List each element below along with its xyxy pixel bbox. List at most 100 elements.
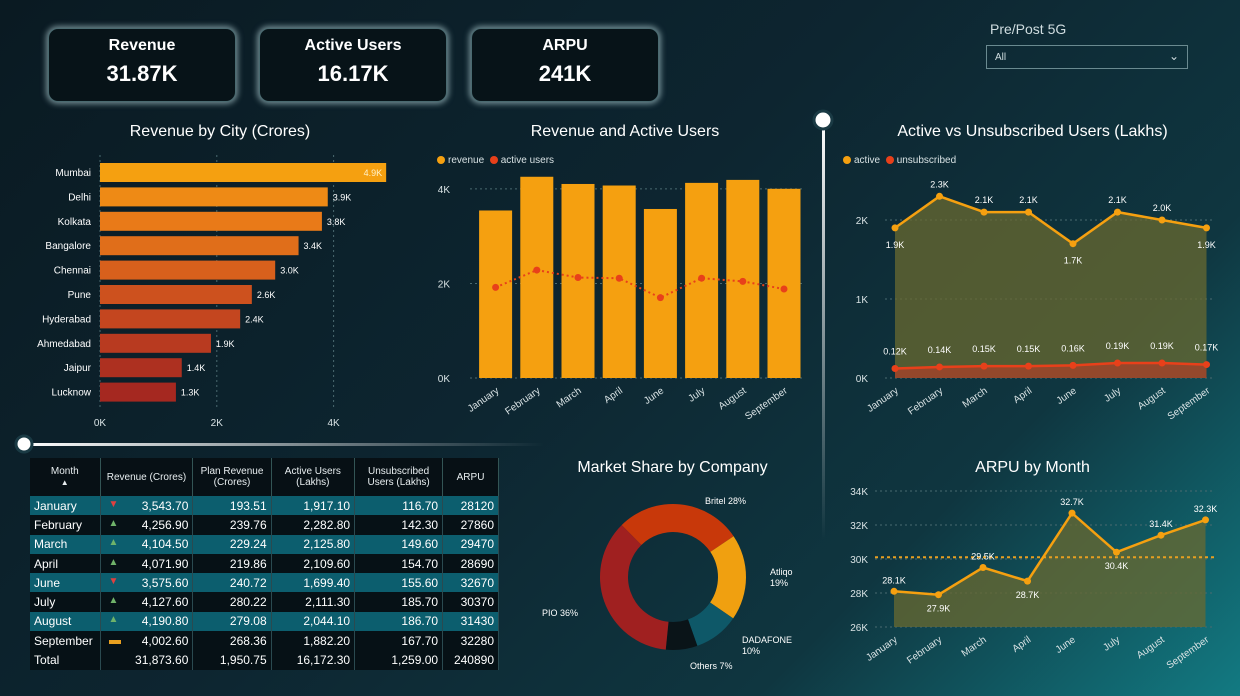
trend-up-icon: ▲ bbox=[108, 595, 119, 607]
cell-active-users: 2,044.10 bbox=[271, 611, 356, 632]
bar bbox=[100, 382, 176, 402]
donut-slice bbox=[688, 602, 734, 646]
data-label: 0.15K bbox=[1017, 344, 1041, 354]
data-label: 2.6K bbox=[257, 290, 276, 300]
cell-revenue: ▼ 3,543.70 bbox=[100, 496, 194, 516]
revenue-value: 4,190.80 bbox=[141, 614, 189, 629]
data-label: 0.12K bbox=[883, 347, 907, 357]
chevron-down-icon: ⌄ bbox=[1168, 49, 1179, 63]
column-header-month[interactable]: Month ▲ bbox=[30, 458, 101, 496]
revenue-value: 4,071.90 bbox=[141, 556, 189, 571]
kpi-title: Revenue bbox=[108, 37, 176, 54]
table-row[interactable]: August ▲ 4,190.80 279.08 2,044.10 186.70 31430 bbox=[30, 611, 499, 632]
data-point bbox=[615, 274, 623, 282]
data-point bbox=[891, 365, 899, 373]
cell-revenue: 4,002.60 bbox=[100, 631, 194, 651]
table-row[interactable]: February ▲ 4,256.90 239.76 2,282.80 142.30 278… bbox=[30, 515, 499, 535]
trend-up-icon: ▲ bbox=[108, 537, 119, 549]
x-tick-label: 4K bbox=[327, 418, 340, 429]
cell-plan-revenue: 229.24 bbox=[192, 534, 272, 554]
cell-arpu: 29470 bbox=[442, 534, 499, 554]
cell-plan-revenue: 1,950.75 bbox=[192, 650, 272, 670]
table-row[interactable]: September 4,002.60 268.36 1,882.20 167.70 322… bbox=[30, 631, 499, 651]
cell-revenue: ▲ 4,071.90 bbox=[100, 553, 194, 574]
data-label: 28.7K bbox=[1016, 590, 1040, 600]
pre-post-5g-dropdown[interactable]: All ⌄ bbox=[986, 45, 1188, 69]
bar bbox=[100, 309, 241, 329]
cell-revenue: ▲ 4,104.50 bbox=[100, 534, 194, 554]
bar bbox=[100, 285, 252, 304]
cell-active-users: 2,125.80 bbox=[271, 534, 356, 554]
column-header-revenue[interactable]: Revenue (Crores) bbox=[100, 458, 194, 496]
data-label: 2.1K bbox=[1019, 195, 1038, 205]
table-row[interactable]: July ▲ 4,127.60 280.22 2,111.30 185.70 30370 bbox=[30, 592, 499, 612]
column-header-plan-revenue[interactable]: Plan Revenue (Crores) bbox=[192, 458, 272, 496]
rev-users-chart-title: Revenue and Active Users bbox=[530, 123, 720, 140]
slice-label: Others 7% bbox=[690, 661, 733, 671]
column-header-active-users[interactable]: Active Users (Lakhs) bbox=[271, 458, 356, 496]
category-label: Chennai bbox=[54, 266, 91, 277]
data-label: 28.1K bbox=[882, 575, 906, 585]
cell-unsubscribed-users: 142.30 bbox=[354, 515, 444, 535]
data-label: 0.19K bbox=[1150, 341, 1174, 351]
kpi-value: 241K bbox=[538, 61, 592, 86]
data-point bbox=[1114, 359, 1121, 367]
cell-plan-revenue: 240.72 bbox=[192, 573, 272, 593]
legend-item[interactable]: active users bbox=[489, 155, 554, 166]
legend-item[interactable]: active bbox=[843, 155, 880, 166]
data-label: 0.15K bbox=[972, 344, 996, 354]
table-row[interactable]: March ▲ 4,104.50 229.24 2,125.80 149.60 29470 bbox=[30, 534, 499, 554]
bar bbox=[100, 358, 182, 378]
table-total-row: Total 31,873.60 1,950.75 16,172.30 1,259.00 2… bbox=[30, 650, 499, 670]
bar bbox=[100, 333, 211, 353]
table-row[interactable]: June ▼ 3,575.60 240.72 1,699.40 155.60 32670 bbox=[30, 573, 499, 593]
cell-revenue: ▲ 4,190.80 bbox=[100, 611, 194, 632]
category-label: Kolkata bbox=[58, 217, 92, 228]
donut-slice bbox=[710, 536, 746, 619]
kpi-card-active-users[interactable]: Active Users 16.17K bbox=[259, 28, 447, 102]
column-header-unsubscribed-users[interactable]: Unsubscribed Users (Lakhs) bbox=[354, 458, 444, 496]
data-label: 0.14K bbox=[928, 345, 952, 355]
category-label: Bangalore bbox=[45, 241, 91, 252]
column-header-arpu[interactable]: ARPU bbox=[442, 458, 499, 496]
x-tick-label: March bbox=[961, 385, 990, 410]
kpi-card-revenue[interactable]: Revenue 31.87K bbox=[48, 28, 236, 102]
legend-item[interactable]: unsubscribed bbox=[885, 155, 957, 166]
category-label: Delhi bbox=[68, 192, 91, 203]
legend-label: revenue bbox=[448, 155, 485, 166]
table-row[interactable]: April ▲ 4,071.90 219.86 2,109.60 154.70 28690 bbox=[30, 553, 499, 574]
trend-up-icon: ▲ bbox=[108, 556, 119, 568]
city-chart-title: Revenue by City (Crores) bbox=[129, 123, 311, 140]
y-tick-label: 2K bbox=[438, 279, 451, 290]
data-label: 27.9K bbox=[927, 604, 951, 614]
cell-active-users: 2,109.60 bbox=[271, 553, 356, 574]
x-tick-label: June bbox=[1055, 385, 1079, 407]
data-label: 0.19K bbox=[1106, 341, 1130, 351]
data-label: 1.3K bbox=[181, 388, 200, 398]
data-point bbox=[1069, 240, 1077, 248]
cell-unsubscribed-users: 186.70 bbox=[354, 611, 444, 632]
donut-slice bbox=[600, 525, 669, 650]
legend-label: unsubscribed bbox=[896, 155, 957, 166]
series-line-active-users bbox=[495, 269, 785, 299]
legend-item[interactable]: revenue bbox=[437, 155, 484, 166]
table-row[interactable]: January ▼ 3,543.70 193.51 1,917.10 116.70 2812… bbox=[30, 496, 499, 516]
x-tick-label: August bbox=[1135, 634, 1167, 661]
cell-active-users: 2,282.80 bbox=[271, 515, 356, 535]
slice-label: DADAFONE 10% bbox=[742, 635, 792, 656]
revenue-value: 3,543.70 bbox=[141, 498, 189, 513]
x-tick-label: June bbox=[1054, 634, 1078, 656]
sort-ascending-icon[interactable]: ▲ bbox=[60, 478, 69, 487]
area-active bbox=[895, 196, 1207, 378]
cell-active-users: 1,882.20 bbox=[271, 631, 356, 651]
kpi-card-arpu[interactable]: ARPU 241K bbox=[471, 28, 659, 102]
revenue-value: 4,127.60 bbox=[141, 595, 189, 610]
legend-dot-icon bbox=[437, 156, 445, 164]
data-point bbox=[1157, 531, 1165, 539]
data-label: 32.7K bbox=[1060, 497, 1084, 507]
cell-revenue: ▲ 4,127.60 bbox=[100, 592, 194, 612]
data-point bbox=[698, 274, 706, 282]
cell-arpu: 32670 bbox=[442, 573, 499, 593]
data-label: 2.1K bbox=[1108, 195, 1127, 205]
data-point bbox=[1025, 208, 1032, 216]
